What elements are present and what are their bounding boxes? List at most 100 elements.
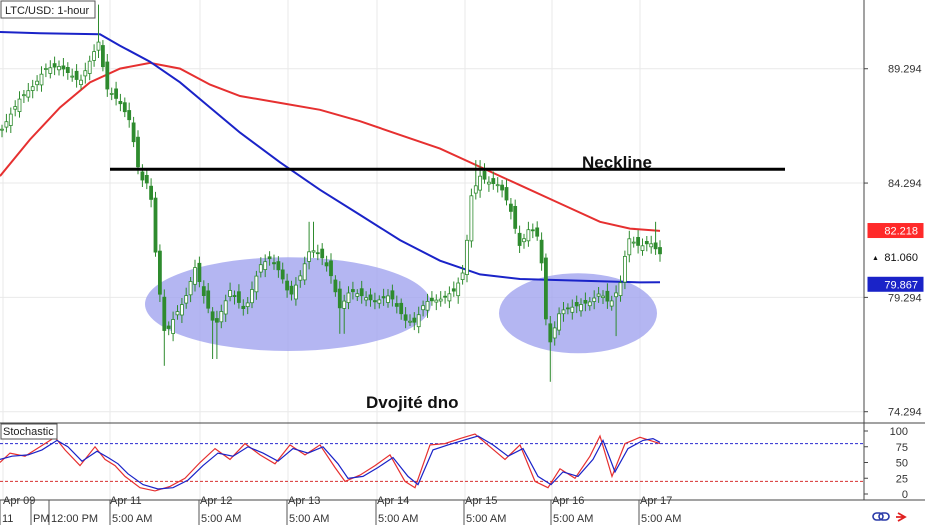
candle (184, 287, 189, 309)
candle-body (26, 90, 31, 98)
candle-body (61, 65, 66, 70)
stochastic-d-line (0, 435, 661, 490)
candle (232, 290, 237, 305)
time-label: 5:00 AM (112, 513, 152, 525)
price-tag-2: ▲ 81.060 (867, 249, 924, 265)
candle-body (293, 284, 298, 300)
candle-body (596, 293, 601, 297)
candle (583, 292, 588, 312)
candle-body (552, 327, 557, 339)
candle-body (333, 279, 338, 293)
price-tag-box (867, 276, 924, 292)
candle (324, 255, 329, 272)
candle-body (469, 195, 474, 242)
candle (166, 321, 171, 336)
candle-body (232, 295, 237, 298)
stochastic-k-line (0, 433, 661, 492)
candle-body (263, 261, 268, 271)
candle-body (443, 295, 448, 298)
candle-body (188, 281, 193, 296)
candle-body (465, 239, 469, 276)
candle-body (219, 311, 224, 323)
candle (201, 280, 206, 304)
candle (596, 287, 601, 303)
candle (307, 221, 312, 270)
candle-body (346, 292, 351, 304)
candle (609, 295, 614, 311)
candle-body (658, 247, 662, 255)
candle-body (307, 251, 312, 262)
candle-body (408, 320, 412, 323)
candle (153, 191, 158, 257)
candle-body (386, 295, 390, 303)
date-label: Apr 16 (552, 495, 584, 507)
candle-body (223, 300, 228, 315)
date-label: Apr 09 (3, 495, 35, 507)
candle-body (456, 282, 461, 297)
link-icon[interactable] (872, 512, 890, 521)
candle-body (416, 314, 421, 328)
price-tag-box (867, 249, 924, 265)
candle-body (372, 300, 377, 303)
candle (416, 306, 421, 334)
candle-body (267, 256, 272, 260)
candle (136, 130, 140, 175)
candle-body (640, 245, 645, 251)
candle (434, 294, 439, 311)
candle-body (44, 68, 48, 70)
candle-body (17, 98, 22, 112)
stochastic-panel (0, 433, 864, 492)
candle-body (649, 243, 654, 248)
candle-body (52, 63, 57, 68)
candle (364, 291, 369, 307)
candle-body (96, 41, 101, 51)
candle (342, 294, 347, 334)
candle (210, 307, 215, 359)
moving-average-1 (0, 61, 661, 232)
candle (451, 281, 456, 297)
candle-body (539, 239, 544, 264)
candle (193, 259, 197, 292)
candle-body (83, 70, 88, 77)
candle (0, 124, 4, 138)
candle (495, 177, 500, 193)
candle-body (315, 252, 320, 255)
candle (289, 280, 294, 301)
candle-body (162, 296, 167, 331)
bottom-zone-2 (499, 273, 657, 354)
candle (601, 290, 605, 304)
candle-body (114, 88, 118, 99)
candle (298, 270, 303, 288)
candle-body (280, 269, 285, 280)
candle (337, 281, 342, 334)
candle (473, 160, 478, 200)
candle-body (35, 80, 39, 86)
candle (504, 179, 509, 206)
candle-body (236, 291, 241, 303)
stoch-tick-label: 100 (890, 426, 908, 438)
candle-body (70, 75, 75, 78)
candle (355, 289, 360, 301)
candle (236, 284, 241, 309)
candle-body (451, 288, 456, 292)
candle-body (206, 290, 211, 309)
candle-body (197, 262, 202, 282)
candle-body (434, 299, 439, 303)
pattern-label: Dvojité dno (366, 393, 459, 412)
candle (245, 297, 250, 315)
candle (478, 160, 483, 198)
candle-body (289, 285, 294, 295)
candle-body (627, 238, 632, 256)
candle-body (618, 282, 623, 297)
price-tag-1: 82.218 (867, 223, 924, 239)
candle (149, 178, 154, 208)
candle-body (544, 257, 548, 320)
candle (258, 257, 263, 278)
time-axis: Apr 09 Apr 11 Apr 12 Apr 13 Apr 14 Apr 15 Apr … (0, 495, 681, 525)
stochastic-label: Stochastic (3, 426, 54, 438)
date-label: Apr 17 (640, 495, 672, 507)
toolbar-icons (872, 512, 907, 522)
candle (105, 54, 110, 97)
arrow-icon[interactable] (896, 512, 907, 522)
candle (587, 297, 592, 311)
